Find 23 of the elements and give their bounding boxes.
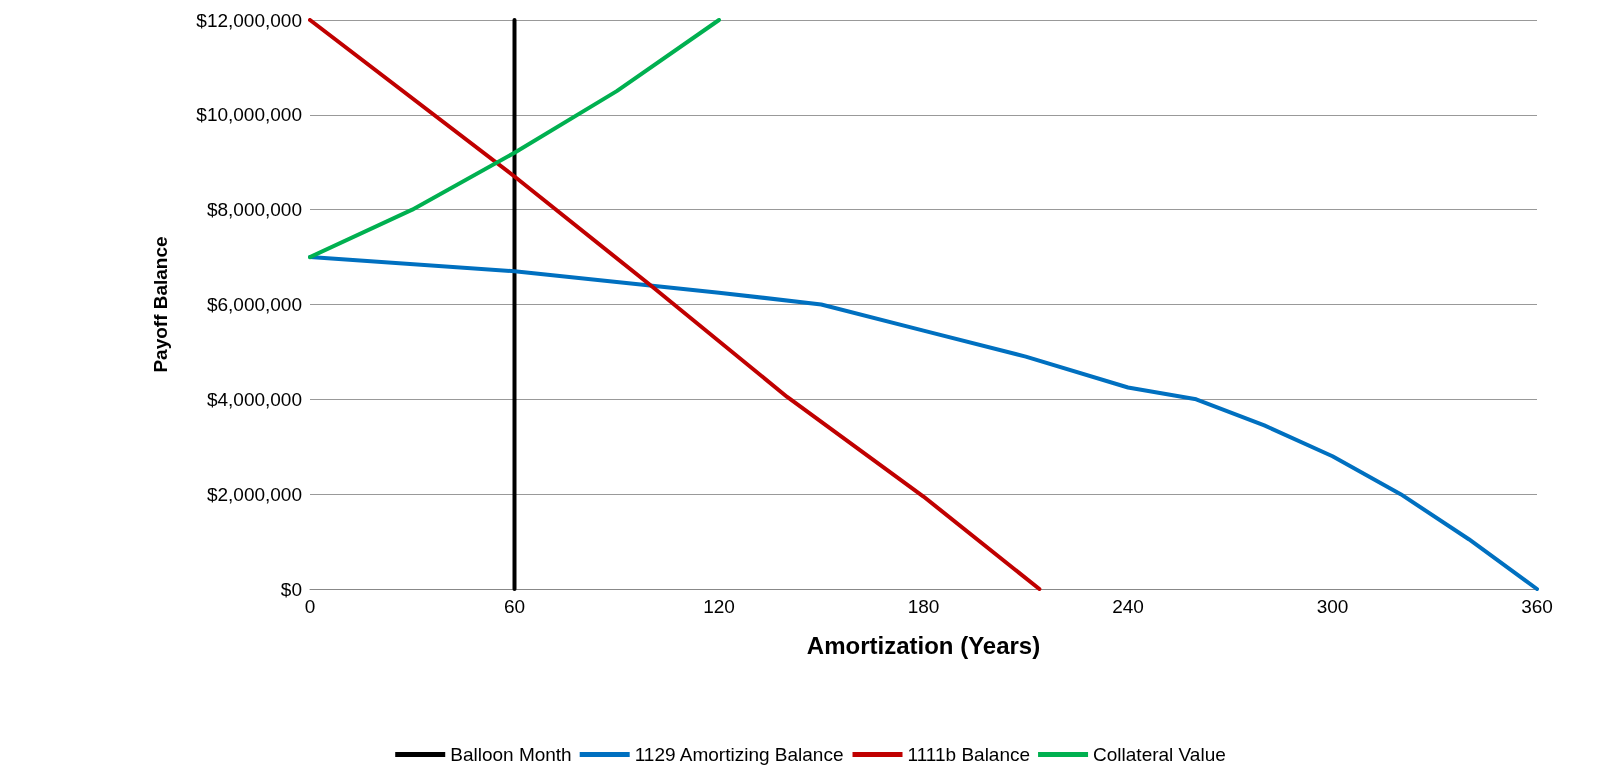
y-tick-label: $0	[280, 578, 302, 600]
y-tick-label: $12,000,000	[196, 9, 302, 31]
x-tick-label: 300	[1316, 596, 1349, 617]
x-tick-label: 180	[907, 596, 940, 617]
x-tick-label: 240	[1112, 596, 1144, 617]
x-tick-label: 120	[703, 596, 735, 617]
y-tick-label: $8,000,000	[206, 199, 302, 221]
legend-label: Collateral Value	[1093, 744, 1226, 765]
line-series	[308, 18, 721, 260]
y-axis-title: Payoff Balance	[150, 236, 171, 373]
y-tick-label: $2,000,000	[206, 483, 302, 505]
legend-label: 1129 Amortizing Balance	[634, 744, 844, 765]
line-series	[308, 255, 1539, 591]
x-tick-label: 60	[503, 596, 526, 617]
y-tick-label: $4,000,000	[206, 388, 302, 410]
legend-label: Balloon Month	[450, 744, 572, 765]
y-tick-label: $10,000,000	[196, 104, 302, 126]
legend-label: 1111b Balance	[907, 744, 1031, 765]
x-tick-label: 360	[1521, 596, 1553, 617]
x-axis-title: Amortization (Years)	[806, 631, 1041, 659]
y-tick-label: $6,000,000	[206, 294, 302, 315]
x-tick-label: 0	[304, 596, 316, 617]
line-series	[308, 18, 1042, 591]
